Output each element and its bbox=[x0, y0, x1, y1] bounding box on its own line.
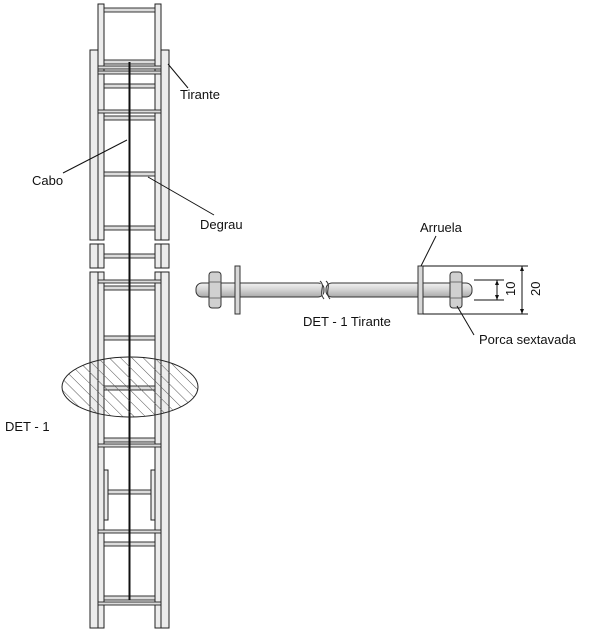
label-degrau: Degrau bbox=[200, 217, 243, 232]
tie-rod-detail: 10 20 Arruela Porca sextavada DET - 1 Ti… bbox=[195, 220, 577, 347]
dimension-20: 20 bbox=[528, 282, 543, 296]
ladder-annotations: Tirante Cabo Degrau DET - 1 bbox=[5, 63, 243, 434]
label-tirante: Tirante bbox=[180, 87, 220, 102]
label-porca-sextavada: Porca sextavada bbox=[479, 332, 577, 347]
cable-clamps bbox=[103, 469, 156, 521]
dimension-10: 10 bbox=[503, 282, 518, 296]
tie-rod-left bbox=[195, 282, 325, 298]
tie-rod-right bbox=[325, 282, 473, 298]
left-washer bbox=[234, 265, 241, 315]
left-nut bbox=[208, 271, 222, 309]
label-cabo: Cabo bbox=[32, 173, 63, 188]
inner-stringers bbox=[97, 3, 162, 629]
dimension-lines bbox=[423, 265, 528, 315]
right-nut bbox=[449, 271, 463, 309]
ladder-elevation bbox=[61, 3, 199, 629]
right-washer bbox=[417, 265, 424, 315]
label-det-1: DET - 1 bbox=[5, 419, 50, 434]
label-arruela: Arruela bbox=[420, 220, 463, 235]
detail-ellipse bbox=[61, 356, 199, 418]
detail-caption: DET - 1 Tirante bbox=[303, 314, 391, 329]
